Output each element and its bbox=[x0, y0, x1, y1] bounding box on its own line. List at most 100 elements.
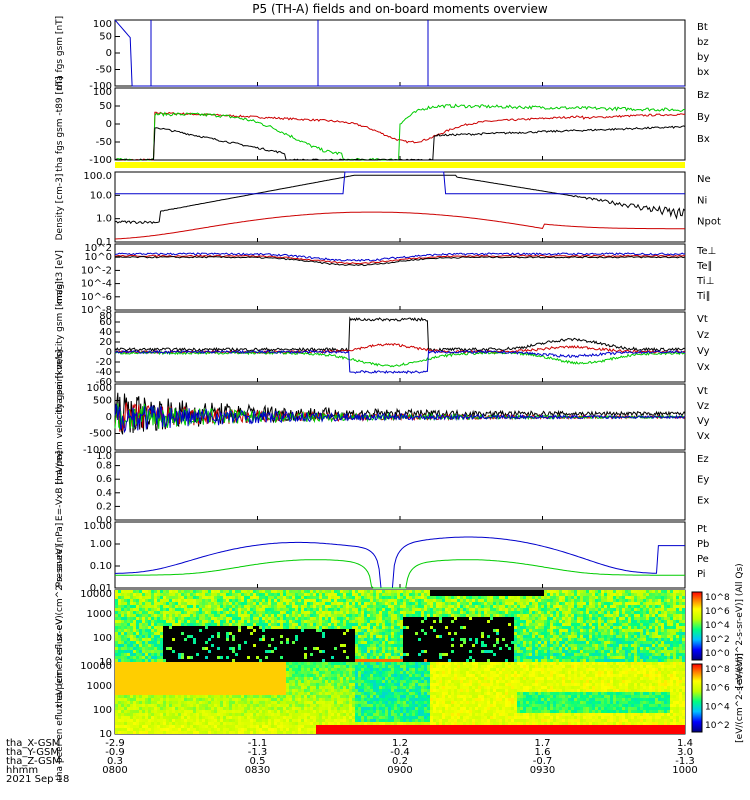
heatmap-cell bbox=[166, 629, 169, 632]
heatmap-cell bbox=[199, 608, 202, 611]
heatmap-cell bbox=[118, 644, 121, 647]
heatmap-cell bbox=[406, 635, 409, 638]
heatmap-cell bbox=[244, 647, 247, 650]
heatmap-cell bbox=[187, 590, 190, 593]
heatmap-cell bbox=[664, 602, 667, 605]
heatmap-cell bbox=[286, 638, 289, 641]
heatmap-cell bbox=[535, 629, 538, 632]
heatmap-cell bbox=[667, 635, 670, 638]
heatmap-cell bbox=[268, 626, 271, 629]
heatmap-cell bbox=[235, 617, 238, 620]
heatmap-cell bbox=[544, 593, 547, 596]
y-axis-label: tha peem velocity gsm [km/s] bbox=[55, 350, 65, 485]
heatmap-cell bbox=[571, 632, 574, 635]
heatmap-cell bbox=[436, 593, 439, 596]
heatmap-cell bbox=[397, 596, 400, 599]
heatmap-cell bbox=[199, 659, 202, 662]
heatmap-cell bbox=[184, 635, 187, 638]
heatmap-cell bbox=[625, 632, 628, 635]
heatmap-cell bbox=[646, 656, 649, 659]
heatmap-cell bbox=[559, 635, 562, 638]
y-tick-label: 50 bbox=[99, 101, 112, 112]
heatmap-cell bbox=[238, 629, 241, 632]
heatmap-cell bbox=[253, 593, 256, 596]
heatmap-cell bbox=[151, 632, 154, 635]
heatmap-cell bbox=[631, 635, 634, 638]
heatmap-cell bbox=[502, 638, 505, 641]
heatmap-cell bbox=[460, 650, 463, 653]
heatmap-cell bbox=[658, 632, 661, 635]
heatmap-cell bbox=[676, 641, 679, 644]
heatmap-cell bbox=[679, 659, 682, 662]
heatmap-cell bbox=[340, 605, 343, 608]
heatmap-cell bbox=[265, 656, 268, 659]
heatmap-cell bbox=[340, 644, 343, 647]
heatmap-cell bbox=[646, 650, 649, 653]
heatmap-cell bbox=[370, 614, 373, 617]
heatmap-cell bbox=[223, 605, 226, 608]
heatmap-cell bbox=[289, 650, 292, 653]
heatmap-cell bbox=[631, 608, 634, 611]
heatmap-cell bbox=[220, 650, 223, 653]
heatmap-cell bbox=[124, 593, 127, 596]
heatmap-cell bbox=[556, 632, 559, 635]
heatmap-cell bbox=[307, 614, 310, 617]
heatmap-cell bbox=[307, 659, 310, 662]
heatmap-cell bbox=[490, 629, 493, 632]
heatmap-cell bbox=[247, 593, 250, 596]
heatmap-cell bbox=[391, 593, 394, 596]
heatmap-cell bbox=[610, 632, 613, 635]
heatmap-cell bbox=[505, 605, 508, 608]
heatmap-cell bbox=[124, 620, 127, 623]
heatmap-cell bbox=[244, 623, 247, 626]
heatmap-cell bbox=[139, 590, 142, 593]
heatmap-cell bbox=[466, 659, 469, 662]
heatmap-cell bbox=[133, 671, 136, 674]
heatmap-cell bbox=[397, 656, 400, 659]
heatmap-cell bbox=[574, 617, 577, 620]
heatmap-cell bbox=[652, 653, 655, 656]
heatmap-cell bbox=[460, 635, 463, 638]
heatmap-cell bbox=[517, 656, 520, 659]
heatmap-cell bbox=[346, 593, 349, 596]
heatmap-cell bbox=[511, 644, 514, 647]
heatmap-cell bbox=[673, 599, 676, 602]
heatmap-cell bbox=[634, 635, 637, 638]
heatmap-cell bbox=[292, 656, 295, 659]
heatmap-cell bbox=[241, 629, 244, 632]
legend-entry: by bbox=[697, 52, 709, 63]
heatmap-cell bbox=[664, 656, 667, 659]
heatmap-cell bbox=[304, 605, 307, 608]
heatmap-cell bbox=[547, 659, 550, 662]
heatmap-cell bbox=[115, 701, 118, 704]
heatmap-cell bbox=[364, 644, 367, 647]
heatmap-cell bbox=[253, 608, 256, 611]
heatmap-cell bbox=[292, 614, 295, 617]
heatmap-cell bbox=[664, 608, 667, 611]
heatmap-cell bbox=[655, 602, 658, 605]
heatmap-cell bbox=[601, 650, 604, 653]
heatmap-cell bbox=[463, 593, 466, 596]
heatmap-cell bbox=[547, 608, 550, 611]
heatmap-cell bbox=[133, 713, 136, 716]
heatmap-cell bbox=[541, 653, 544, 656]
heatmap-cell bbox=[400, 629, 403, 632]
heatmap-cell bbox=[343, 650, 346, 653]
heatmap-cell bbox=[283, 641, 286, 644]
heatmap-cell bbox=[508, 641, 511, 644]
series-vt bbox=[114, 316, 686, 353]
heatmap-cell bbox=[331, 641, 334, 644]
heatmap-cell bbox=[508, 614, 511, 617]
heatmap-cell bbox=[361, 650, 364, 653]
heatmap-cell bbox=[430, 602, 433, 605]
heatmap-cell bbox=[388, 647, 391, 650]
heatmap-cell bbox=[487, 647, 490, 650]
heatmap-cell bbox=[124, 608, 127, 611]
heatmap-cell bbox=[313, 605, 316, 608]
heatmap-cell bbox=[349, 650, 352, 653]
heatmap-cell bbox=[376, 644, 379, 647]
heatmap-cell bbox=[505, 656, 508, 659]
heatmap-cell bbox=[562, 590, 565, 593]
heatmap-cell bbox=[151, 590, 154, 593]
heatmap-cell bbox=[421, 653, 424, 656]
